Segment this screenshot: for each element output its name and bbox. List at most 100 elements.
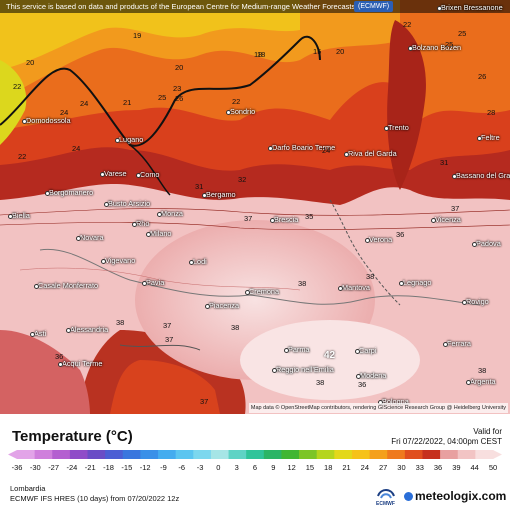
- scale-tick-label: 9: [271, 463, 276, 472]
- scale-tick-label: -3: [196, 463, 204, 472]
- scale-tick-label: 30: [397, 463, 406, 472]
- scale-tick-label: 12: [287, 463, 296, 472]
- scale-tick-label: 50: [488, 463, 498, 472]
- city-label: Borgomanero: [44, 188, 94, 197]
- city-label: Vigevano: [100, 256, 136, 265]
- scale-tick-label: 24: [360, 463, 370, 472]
- scale-segment: [34, 450, 53, 459]
- city-label: Monza: [157, 209, 183, 218]
- scale-segment: [193, 450, 212, 459]
- city-label: Verona: [364, 235, 393, 244]
- scale-segment: [281, 450, 300, 459]
- temperature-value: 26: [175, 94, 184, 103]
- scale-tick-label: -12: [139, 463, 151, 472]
- city-label: Domodossola: [22, 116, 71, 125]
- scale-arrow-left: [8, 450, 17, 459]
- temperature-value: 22: [18, 152, 27, 161]
- scale-tick-label: -18: [103, 463, 114, 472]
- city-label: Reggio nell'Emilia: [272, 365, 334, 374]
- color-scale: [8, 450, 502, 459]
- city-label: Biella: [8, 211, 30, 220]
- scale-segment: [69, 450, 89, 459]
- scale-segment: [210, 450, 230, 459]
- scale-segment: [52, 450, 71, 459]
- scale-tick-label: -30: [29, 463, 41, 472]
- color-scale-ticks: -36 -30 -27 -24 -21 -18 -15 -12 -9 -6 -3 0 3 6 9 12 15 18…: [8, 463, 502, 473]
- temperature-value: 37: [165, 335, 174, 344]
- temperature-value: 28: [487, 108, 496, 117]
- temperature-value: 36: [396, 230, 405, 239]
- scale-segment: [140, 450, 159, 459]
- model-info: ECMWF IFS HRES (10 days) from 07/20/2022…: [10, 494, 180, 503]
- temperature-map[interactable]: This service is based on data and produc…: [0, 0, 510, 414]
- scale-segment: [387, 450, 406, 459]
- temperature-value: 20: [175, 63, 184, 72]
- temperature-value: 38: [231, 323, 240, 332]
- temperature-value: 38: [366, 272, 375, 281]
- ecmwf-logo-text: ECMWF: [376, 501, 395, 507]
- temperature-value: 24: [80, 99, 89, 108]
- scale-tick-label: 27: [378, 463, 388, 472]
- temperature-value: 20: [26, 58, 35, 67]
- city-label: Bergamo: [202, 190, 236, 199]
- city-label: Como: [135, 170, 160, 179]
- temperature-value: 20: [336, 47, 345, 56]
- scale-tick-label: -9: [160, 463, 167, 472]
- temperature-value: 32: [238, 175, 247, 184]
- valid-time: Valid for Fri 07/22/2022, 04:00pm CEST: [391, 427, 502, 447]
- temperature-value: 22: [13, 82, 22, 91]
- city-label: Busto Arsizio: [103, 199, 151, 208]
- ecmwf-logo-icon: [377, 489, 395, 499]
- temperature-value: 23: [173, 84, 182, 93]
- scale-segment: [422, 450, 441, 459]
- scale-tick-label: -21: [84, 463, 96, 472]
- city-label: Acqui Terme: [57, 359, 103, 368]
- scale-arrow-right: [493, 450, 502, 459]
- scale-tick-label: 21: [342, 463, 351, 472]
- temperature-value: 24: [60, 108, 69, 117]
- temperature-value: 37: [451, 204, 460, 213]
- scale-tick-label: 0: [216, 463, 221, 472]
- city-label: Novara: [76, 233, 104, 242]
- city-label: Lugano: [114, 135, 144, 144]
- city-label: Alessandria: [65, 325, 109, 334]
- scale-segment: [87, 450, 106, 459]
- city-label: Argenta: [466, 377, 496, 386]
- brand-name: meteologix.com: [415, 489, 507, 503]
- temperature-value: 26: [478, 72, 487, 81]
- city-label: Riva del Garda: [344, 149, 397, 158]
- meteologix-logo[interactable]: meteologix.com: [404, 489, 506, 503]
- scale-segment: [105, 450, 124, 459]
- scale-segment: [457, 450, 476, 459]
- scale-segment: [246, 450, 265, 459]
- scale-tick-label: 36: [433, 463, 443, 472]
- temperature-value: 38: [116, 318, 125, 327]
- city-label: Parma: [284, 345, 310, 354]
- scale-tick-label: 39: [452, 463, 461, 472]
- map-attribution[interactable]: Map data © OpenStreetMap contributors, r…: [248, 403, 508, 413]
- temperature-value: 18: [257, 50, 266, 59]
- scale-segment: [369, 450, 388, 459]
- scale-segment: [228, 450, 247, 459]
- temperature-value: 36: [55, 352, 64, 361]
- city-label: Pavia: [141, 278, 165, 287]
- city-label: Brescia: [269, 215, 299, 224]
- temperature-value: 21: [123, 98, 132, 107]
- scale-tick-label: -24: [66, 463, 78, 472]
- scale-segment: [263, 450, 282, 459]
- city-label: Brixen Bressanone: [437, 3, 503, 12]
- scale-tick-label: -27: [48, 463, 60, 472]
- scale-segment: [334, 450, 353, 459]
- scale-segment: [299, 450, 318, 459]
- city-label: Ferrara: [443, 339, 471, 348]
- temperature-value: 38: [478, 366, 487, 375]
- city-label: Feltre: [477, 133, 500, 142]
- ecmwf-link[interactable]: (ECMWF): [354, 1, 394, 12]
- city-label: Bolzano Bozen: [407, 43, 462, 52]
- temperature-value: 24: [72, 144, 81, 153]
- scale-tick-label: 15: [305, 463, 315, 472]
- city-label: Carpi: [354, 346, 377, 355]
- temperature-value: 35: [305, 212, 314, 221]
- temperature-value: 19: [133, 31, 142, 40]
- meteologix-dot-icon: [404, 492, 413, 501]
